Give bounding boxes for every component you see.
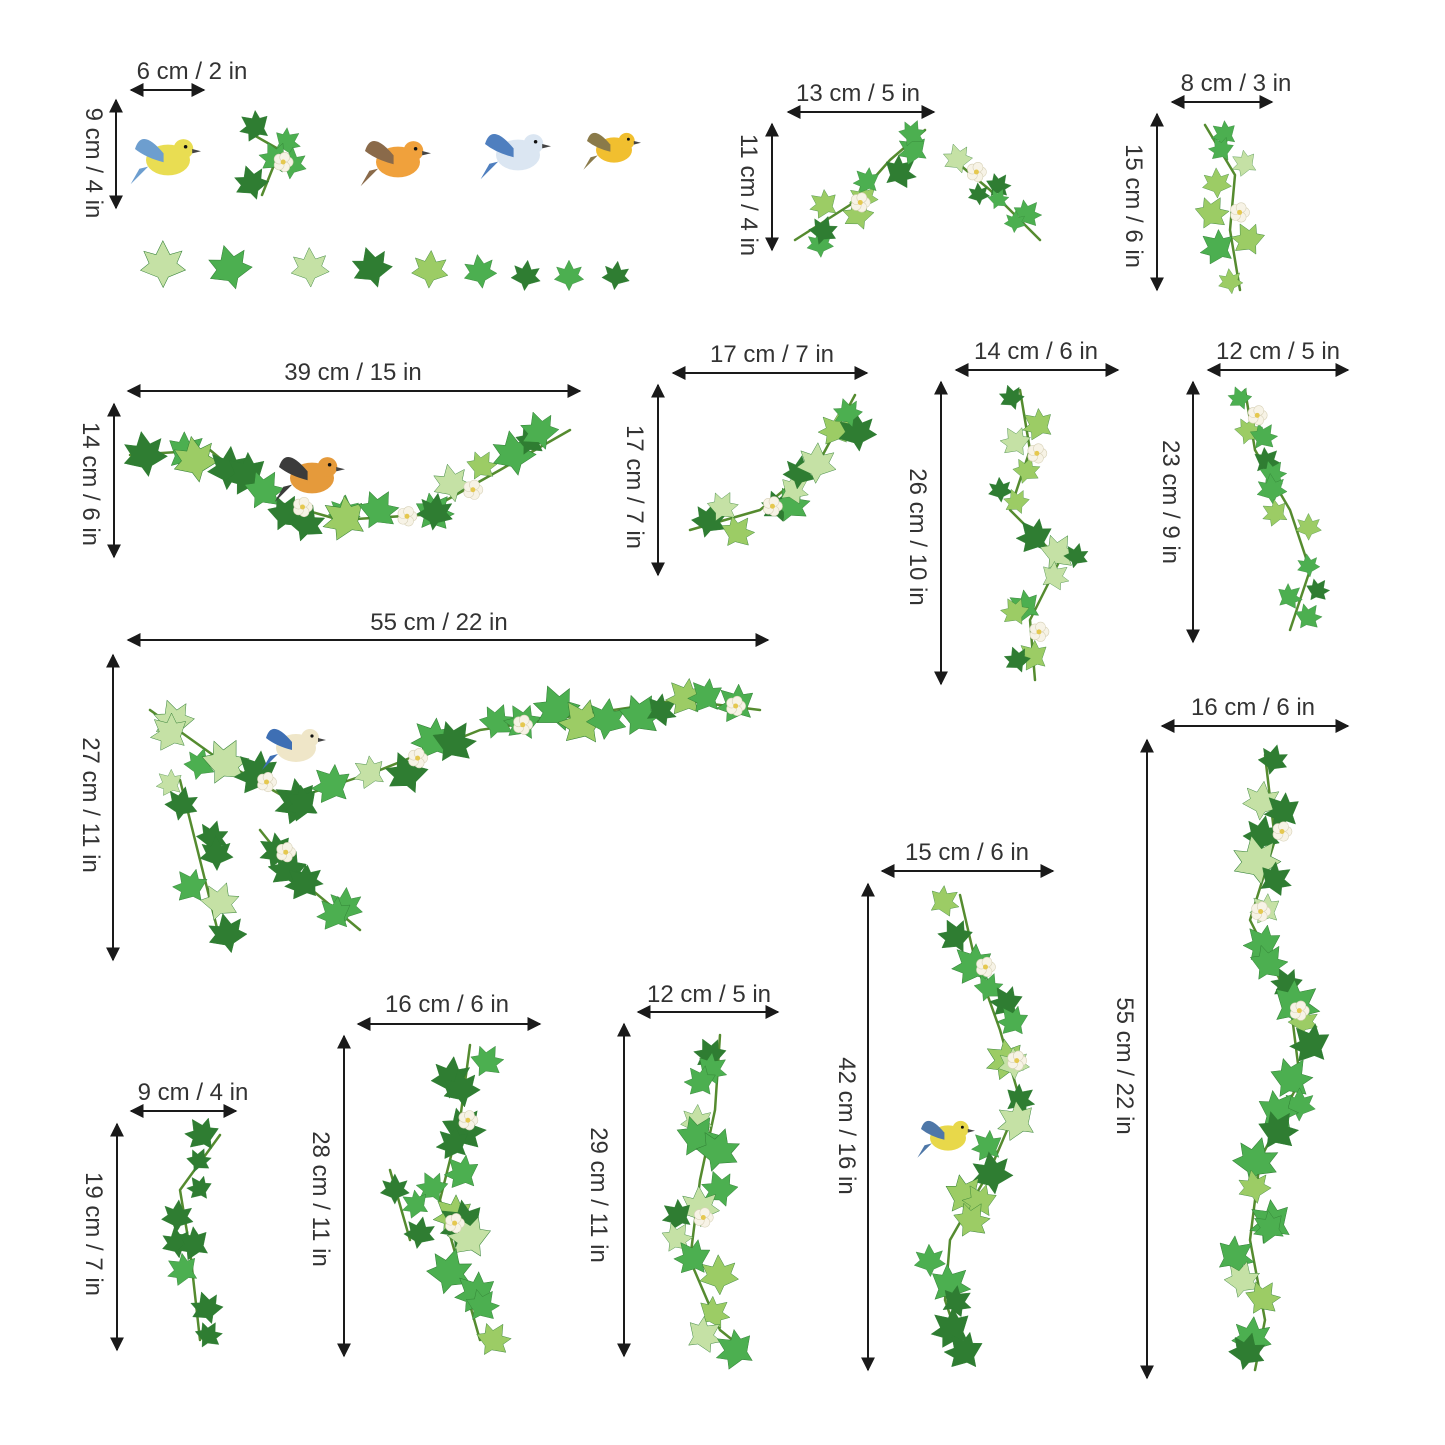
- flower-icon: [726, 695, 746, 717]
- ivy-leaf-icon: [1254, 471, 1289, 507]
- height-label-vine-17: 17 cm / 7 in: [621, 424, 648, 550]
- height-label-vine-12a: 23 cm / 9 in: [1157, 439, 1184, 565]
- height-label-vine-9: 19 cm / 7 in: [80, 1171, 107, 1297]
- ivy-leaf-icon: [922, 879, 967, 924]
- flower-icon: [850, 192, 871, 213]
- flower-icon: [763, 496, 783, 517]
- ivy-leaf-icon: [401, 1213, 439, 1252]
- ivy-leaf-icon: [119, 427, 171, 481]
- flower-icon: [513, 714, 533, 735]
- ivy-leaf-icon: [469, 1314, 518, 1364]
- ivy-leaf-icon: [289, 246, 331, 289]
- ivy-leaf-icon: [189, 1315, 228, 1354]
- ivy-leaf-icon: [698, 1253, 740, 1297]
- width-label-garland-39: 39 cm / 15 in: [284, 359, 422, 386]
- flower-icon: [397, 506, 418, 527]
- flower-icon: [1007, 1050, 1028, 1071]
- width-label-vine-9: 9 cm / 4 in: [137, 1079, 249, 1106]
- height-label-vine-13: 11 cm / 4 in: [735, 133, 762, 257]
- ivy-leaf-icon: [436, 1146, 488, 1198]
- ivy-leaf-icon: [1295, 551, 1322, 579]
- flower-icon: [445, 1213, 465, 1234]
- ivy-leaf-icon: [966, 181, 991, 207]
- width-label-vine-15: 15 cm / 6 in: [904, 839, 1030, 866]
- height-label-vine-12b: 29 cm / 11 in: [585, 1127, 612, 1263]
- goldfinch-bird-icon: [274, 457, 345, 503]
- height-label-birds: 9 cm / 4 in: [80, 107, 107, 219]
- flower-icon: [1230, 202, 1250, 223]
- ivy-leaf-icon: [202, 239, 258, 296]
- ivy-leaf-icon: [802, 183, 845, 226]
- ivy-leaf-icon: [159, 1246, 206, 1293]
- height-label-garland-55: 27 cm / 11 in: [77, 737, 104, 873]
- width-label-vine-14: 14 cm / 6 in: [973, 338, 1099, 365]
- width-label-vine-17: 17 cm / 7 in: [709, 341, 835, 368]
- ivy-leaf-icon: [139, 240, 187, 289]
- ivy-leaf-icon: [912, 1243, 947, 1278]
- ivy-leaf-icon: [185, 1286, 228, 1329]
- width-label-vine-16b: 16 cm / 6 in: [384, 991, 510, 1018]
- width-label-vine-8: 8 cm / 3 in: [1180, 70, 1292, 97]
- ivy-leaf-icon: [181, 1170, 218, 1206]
- ivy-leaf-icon: [1201, 166, 1233, 200]
- ivy-leaf-icon: [1225, 145, 1263, 182]
- birds: [130, 132, 975, 1158]
- flower-icon: [257, 771, 277, 793]
- ivy-leaf-icon: [203, 909, 251, 958]
- ivy-leaf-icon: [460, 251, 500, 292]
- flower-icon: [408, 748, 428, 769]
- flower-icon: [273, 151, 294, 173]
- flower-icon: [1272, 821, 1293, 842]
- flower-icon: [276, 842, 297, 863]
- width-label-vine-12b: 12 cm / 5 in: [646, 981, 772, 1008]
- blue-tit-bird-icon: [130, 139, 201, 185]
- ivy-leaf-icon: [346, 241, 398, 294]
- width-label-garland-55: 55 cm / 22 in: [370, 609, 508, 636]
- dimension-arrows: [106, 83, 1350, 1380]
- height-label-vine-15: 42 cm / 16 in: [833, 1057, 860, 1195]
- blue-jay-bird-icon: [480, 134, 551, 180]
- blue-tit-bird-icon: [917, 1120, 975, 1158]
- blue-jay-bird-icon: [262, 728, 326, 770]
- ivy-leaf-icon: [509, 258, 543, 293]
- flower-icon: [458, 1110, 479, 1131]
- robin-bird-icon: [360, 141, 431, 187]
- height-label-garland-39: 14 cm / 6 in: [77, 421, 104, 547]
- ivy-leaf-icon: [345, 749, 393, 796]
- width-label-vine-13: 13 cm / 5 in: [795, 80, 921, 107]
- height-label-vine-8: 15 cm / 6 in: [1120, 143, 1147, 269]
- height-label-vine-16a: 55 cm / 22 in: [1111, 997, 1138, 1135]
- height-label-vine-14: 26 cm / 10 in: [904, 468, 931, 606]
- flower-icon: [1027, 443, 1048, 464]
- flower-icon: [1251, 901, 1271, 922]
- flower-icon: [693, 1207, 714, 1228]
- flower-icon: [1289, 1000, 1310, 1021]
- width-label-vine-12a: 12 cm / 5 in: [1215, 338, 1341, 365]
- yellow-bird-icon: [583, 132, 641, 170]
- ivy-leaf-icon: [553, 259, 585, 292]
- ivy-leaf-icon: [410, 248, 450, 290]
- flower-icon: [463, 479, 484, 500]
- ivy-vines: [119, 103, 1340, 1379]
- ivy-leaf-icon: [1188, 189, 1236, 237]
- flower-icon: [1029, 621, 1050, 642]
- width-label-birds: 6 cm / 2 in: [136, 58, 248, 85]
- flower-icon: [967, 161, 987, 183]
- ivy-leaf-icon: [232, 103, 278, 149]
- height-label-vine-16b: 28 cm / 11 in: [307, 1131, 334, 1267]
- flower-icon: [1247, 405, 1268, 426]
- ivy-leaf-icon: [160, 1198, 195, 1235]
- flower-icon: [976, 956, 996, 978]
- ivy-leaf-icon: [1254, 740, 1292, 779]
- flower-icon: [293, 496, 313, 518]
- width-label-vine-16a: 16 cm / 6 in: [1190, 694, 1316, 721]
- ivy-leaf-icon: [600, 259, 632, 292]
